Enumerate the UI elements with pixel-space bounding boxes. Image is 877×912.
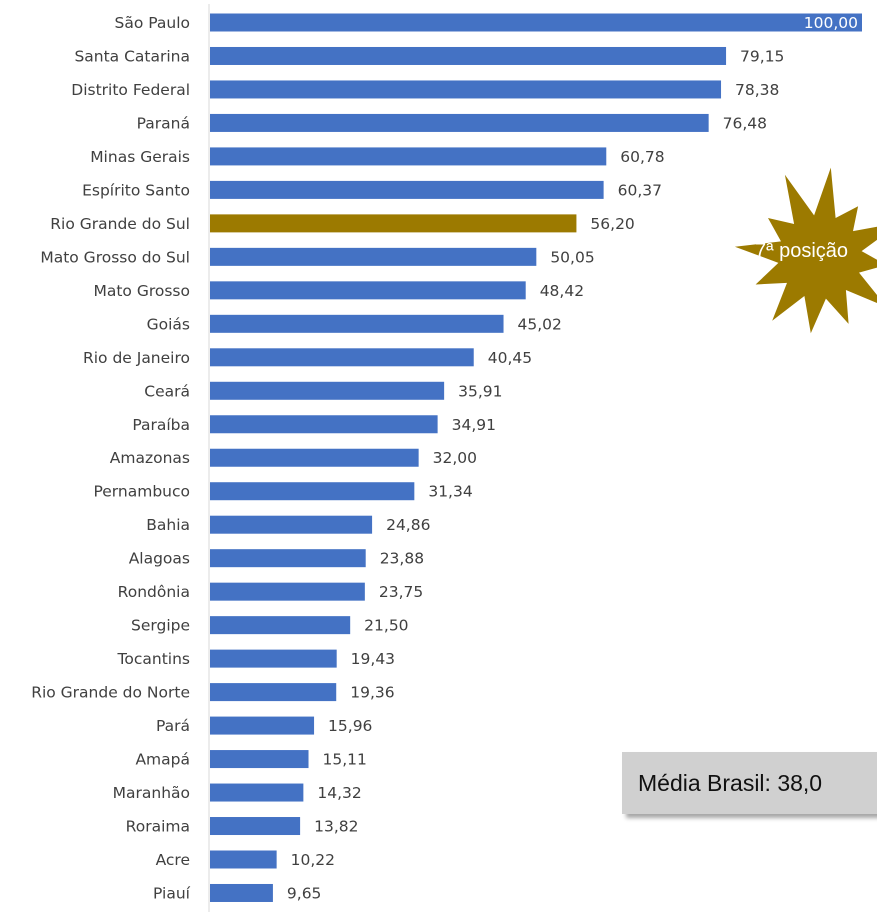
seventh-position-badge: 7ª posição <box>734 167 877 334</box>
value-label: 19,36 <box>350 684 394 702</box>
value-label: 79,15 <box>740 47 784 65</box>
bar <box>210 314 504 333</box>
category-label: Mato Grosso <box>93 282 190 300</box>
category-label: Paraíba <box>132 416 190 434</box>
category-label: Goiás <box>147 315 190 333</box>
bar <box>210 381 445 400</box>
bar <box>210 683 337 702</box>
highlighted-bar <box>210 214 577 233</box>
bar <box>210 448 419 467</box>
value-label: 15,96 <box>328 717 372 735</box>
bar <box>210 515 373 534</box>
category-label: Ceará <box>144 382 190 400</box>
bar <box>210 113 709 132</box>
value-label: 10,22 <box>291 851 335 869</box>
category-label: Amapá <box>135 751 190 769</box>
category-label: Piauí <box>153 884 191 902</box>
value-label: 9,65 <box>287 884 322 902</box>
value-label: 21,50 <box>364 617 408 635</box>
bar <box>210 616 351 635</box>
value-label: 100,00 <box>804 14 858 32</box>
bar <box>210 281 526 300</box>
category-label: Distrito Federal <box>71 81 190 99</box>
category-label: Rio de Janeiro <box>83 349 190 367</box>
bar <box>210 415 438 434</box>
category-label: Sergipe <box>131 617 190 635</box>
bar <box>210 817 301 836</box>
bar <box>210 716 315 735</box>
bar <box>210 482 415 501</box>
category-label: Santa Catarina <box>74 47 190 65</box>
bar <box>210 46 727 65</box>
value-label: 48,42 <box>540 282 584 300</box>
value-label: 60,37 <box>618 181 662 199</box>
value-label: 45,02 <box>518 315 562 333</box>
category-label: Rio Grande do Norte <box>31 684 190 702</box>
national-average-label: Média Brasil: 38,0 <box>638 770 823 796</box>
bars-group: São Paulo 100,00 Santa Catarina 79,15 Distri… <box>31 13 862 902</box>
national-average-box: Média Brasil: 38,0 <box>622 752 877 814</box>
category-label: Alagoas <box>129 550 190 568</box>
value-label: 40,45 <box>488 349 532 367</box>
category-label: Pernambuco <box>93 483 190 501</box>
category-label: Tocantins <box>117 650 190 668</box>
value-label: 34,91 <box>452 416 496 434</box>
category-label: Pará <box>156 717 190 735</box>
bar <box>210 180 604 199</box>
bar <box>210 348 474 367</box>
bar <box>210 13 862 32</box>
value-label: 78,38 <box>735 81 779 99</box>
category-label: Amazonas <box>110 449 190 467</box>
value-label: 60,78 <box>620 148 664 166</box>
bar <box>210 850 277 869</box>
bar <box>210 549 366 568</box>
category-label: Acre <box>156 851 190 869</box>
bar <box>210 649 337 668</box>
value-label: 14,32 <box>317 784 361 802</box>
bar <box>210 247 537 266</box>
value-label: 35,91 <box>458 382 502 400</box>
value-label: 50,05 <box>550 248 594 266</box>
bar <box>210 80 722 99</box>
category-label: São Paulo <box>114 14 190 32</box>
bar <box>210 883 273 902</box>
value-label: 19,43 <box>351 650 395 668</box>
category-label: Paraná <box>137 114 190 132</box>
value-label: 23,75 <box>379 583 423 601</box>
category-label: Rio Grande do Sul <box>50 215 190 233</box>
star-burst-shape <box>734 167 877 334</box>
value-label: 31,34 <box>428 483 472 501</box>
category-label: Bahia <box>146 516 190 534</box>
value-label: 32,00 <box>433 449 477 467</box>
value-label: 76,48 <box>723 114 767 132</box>
category-label: Minas Gerais <box>90 148 190 166</box>
bar <box>210 147 607 166</box>
seventh-position-label: 7ª posição <box>755 240 848 262</box>
value-label: 23,88 <box>380 550 424 568</box>
category-label: Espírito Santo <box>82 181 190 199</box>
category-label: Mato Grosso do Sul <box>40 248 190 266</box>
bar <box>210 783 304 802</box>
value-label: 56,20 <box>590 215 634 233</box>
value-label: 15,11 <box>323 751 367 769</box>
bar <box>210 750 309 769</box>
bar <box>210 582 365 601</box>
category-label: Rondônia <box>118 583 190 601</box>
value-label: 13,82 <box>314 818 358 836</box>
value-label: 24,86 <box>386 516 430 534</box>
category-label: Maranhão <box>113 784 190 802</box>
category-label: Roraima <box>126 818 190 836</box>
